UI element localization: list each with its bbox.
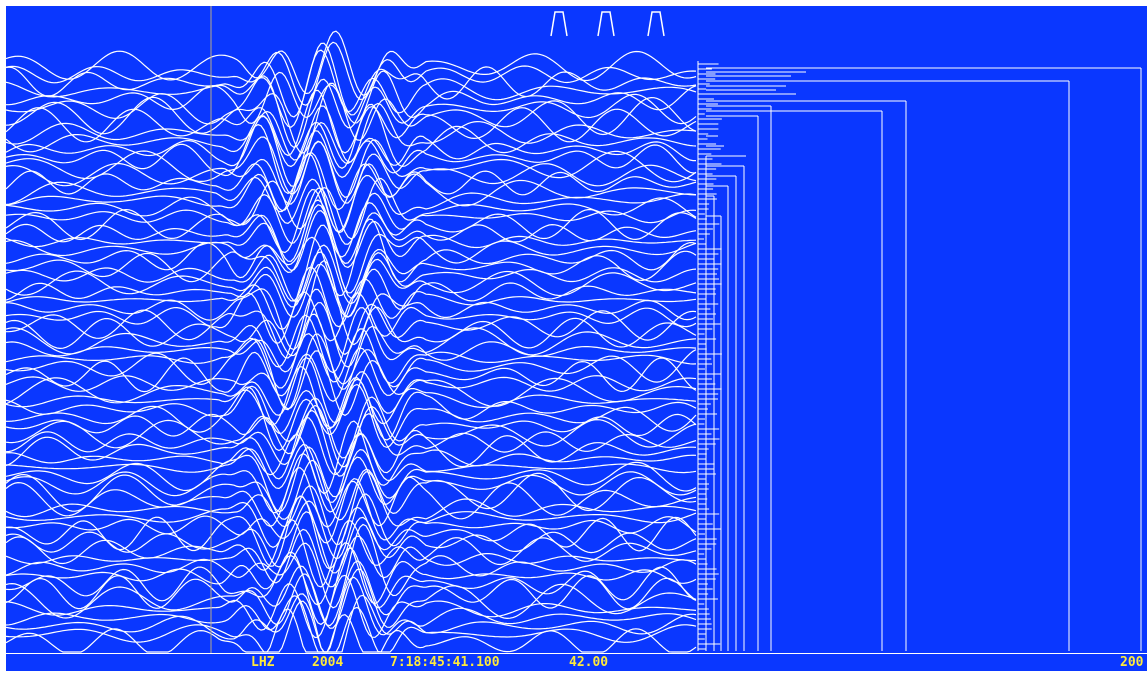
waveform-trace bbox=[6, 568, 697, 629]
waveform-trace bbox=[6, 163, 697, 234]
waveform-trace bbox=[6, 493, 697, 560]
channel-label: LHZ bbox=[251, 655, 275, 670]
waveform-trace bbox=[6, 266, 697, 331]
waveform-trace bbox=[6, 263, 697, 318]
waveform-trace bbox=[6, 210, 697, 271]
waveform-trace bbox=[6, 347, 697, 402]
waveform-trace bbox=[6, 433, 697, 503]
waveform-trace bbox=[6, 417, 697, 480]
right-value-label: 200 bbox=[1120, 655, 1144, 670]
waveform-trace bbox=[6, 204, 697, 294]
waveform-trace bbox=[6, 495, 697, 570]
waveform-trace bbox=[6, 477, 697, 548]
waveform-trace bbox=[6, 383, 697, 452]
waveform-trace bbox=[6, 103, 697, 169]
clipped-peak-trace bbox=[647, 11, 665, 37]
waveform-trace bbox=[6, 49, 697, 128]
waveform-trace bbox=[6, 528, 697, 588]
seismogram-traces-plot[interactable] bbox=[6, 6, 1147, 654]
waveform-trace bbox=[6, 366, 697, 430]
waveform-trace bbox=[6, 593, 697, 653]
waveform-trace bbox=[6, 199, 697, 265]
dendrogram-group bbox=[697, 61, 1142, 651]
waveform-trace bbox=[6, 600, 697, 653]
waveform-trace bbox=[6, 357, 697, 424]
waveform-trace bbox=[6, 560, 697, 627]
year-label: 2004 bbox=[312, 655, 344, 670]
waveform-trace bbox=[6, 350, 697, 417]
value-label: 42.00 bbox=[569, 655, 609, 670]
waveform-trace bbox=[6, 136, 697, 198]
waveform-trace bbox=[6, 291, 697, 344]
waveform-trace bbox=[6, 123, 697, 195]
waveform-trace bbox=[6, 187, 697, 245]
waveform-trace bbox=[6, 574, 697, 639]
waveform-trace bbox=[6, 82, 697, 154]
waveform-traces-group bbox=[6, 11, 697, 653]
waveform-trace bbox=[6, 547, 697, 626]
seismogram-viewer[interactable]: LHZ 2004 7:18:45:41.100 42.00 200 bbox=[6, 6, 1147, 671]
waveform-trace bbox=[6, 378, 697, 441]
waveform-trace bbox=[6, 333, 697, 411]
waveform-trace bbox=[6, 518, 697, 588]
waveform-trace bbox=[6, 70, 697, 125]
waveform-trace bbox=[6, 30, 697, 96]
waveform-trace bbox=[6, 396, 697, 459]
status-bar: LHZ 2004 7:18:45:41.100 42.00 200 bbox=[6, 653, 1147, 671]
waveform-trace bbox=[6, 459, 697, 521]
waveform-trace bbox=[6, 452, 697, 514]
waveform-trace bbox=[6, 115, 696, 187]
clipped-peak-trace bbox=[550, 11, 568, 37]
waveform-trace bbox=[6, 251, 697, 318]
waveform-trace bbox=[6, 313, 697, 390]
waveform-trace bbox=[6, 259, 697, 351]
waveform-trace bbox=[6, 523, 697, 609]
time-label: 7:18:45:41.100 bbox=[390, 655, 500, 670]
status-divider bbox=[6, 653, 1147, 654]
waveform-trace bbox=[6, 75, 697, 149]
waveform-trace bbox=[6, 608, 697, 653]
waveform-trace bbox=[6, 511, 697, 574]
waveform-trace bbox=[6, 420, 697, 495]
waveform-trace bbox=[6, 177, 697, 240]
waveform-trace bbox=[6, 41, 697, 106]
clipped-peak-trace bbox=[597, 11, 615, 37]
waveform-trace bbox=[6, 328, 697, 389]
waveform-trace bbox=[6, 302, 697, 368]
waveform-trace bbox=[6, 152, 697, 212]
waveform-trace bbox=[6, 409, 697, 477]
waveform-trace bbox=[6, 140, 697, 205]
waveform-trace bbox=[6, 576, 697, 653]
waveform-trace bbox=[6, 218, 697, 297]
waveform-trace bbox=[6, 188, 697, 258]
waveform-trace bbox=[6, 307, 697, 374]
waveform-trace bbox=[6, 471, 697, 545]
waveform-trace bbox=[6, 89, 697, 157]
waveform-trace bbox=[6, 224, 697, 302]
